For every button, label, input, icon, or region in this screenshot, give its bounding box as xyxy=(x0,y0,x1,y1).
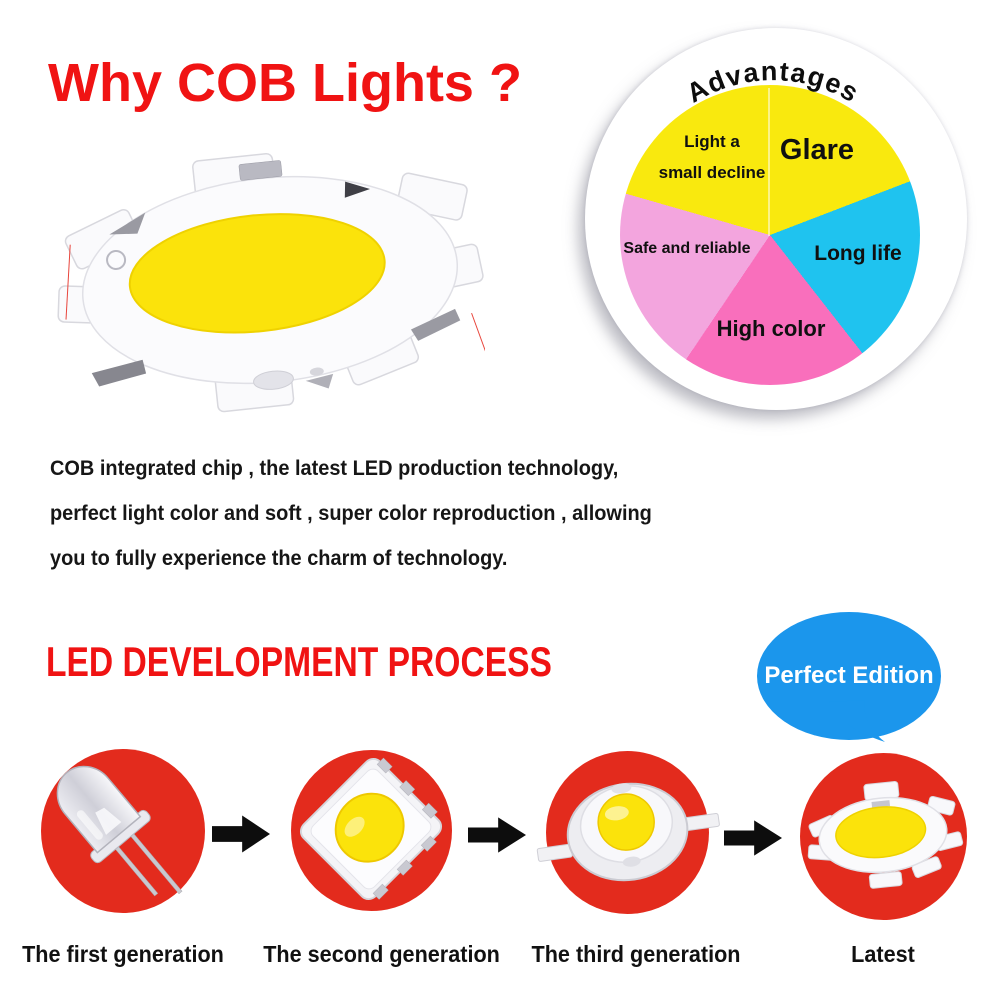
description-line: you to fully experience the charm of tec… xyxy=(50,547,508,570)
stage-3-label: The third generation xyxy=(531,941,741,967)
smd-led-icon xyxy=(299,757,443,901)
stage-4-label: Latest xyxy=(851,941,915,967)
stage-2-label: The second generation xyxy=(263,941,500,967)
stage-4-circle xyxy=(800,753,967,920)
advantages-title-text: Advantages xyxy=(682,56,863,108)
pie-label-glare: Glare xyxy=(779,134,855,166)
chip-pad-small xyxy=(309,367,324,376)
chip-red-hairline-right xyxy=(471,312,485,360)
pie-label-safe-and-reliable: Safe and reliable xyxy=(623,240,751,257)
stage-1-label: The first generation xyxy=(22,941,224,967)
stage-3-circle xyxy=(536,751,720,914)
advantages-disc: Advantages Light a small decline Glare L… xyxy=(585,28,967,410)
pie-label-long-life: Long life xyxy=(814,242,902,265)
process-heading: LED DEVELOPMENT PROCESS xyxy=(46,638,552,685)
cob-led-icon xyxy=(807,780,964,889)
high-power-led-icon xyxy=(536,782,720,882)
pie-label-light-a-small-decline: Light a small decline xyxy=(637,126,787,188)
chip-component xyxy=(238,160,283,181)
stage-1-circle xyxy=(41,749,205,913)
page-title: Why COB Lights ? xyxy=(48,53,522,113)
advantages-arc-title: Advantages xyxy=(682,56,865,108)
bubble-label: Perfect Edition xyxy=(764,662,934,689)
description-line: perfect light color and soft , super col… xyxy=(50,502,652,525)
description-line: COB integrated chip , the latest LED pro… xyxy=(50,457,619,480)
pie-chart xyxy=(620,85,920,385)
arrow-right-icon xyxy=(468,817,526,853)
stage-2-circle xyxy=(291,750,452,911)
arrow-right-icon xyxy=(724,820,782,856)
arrow-right-icon xyxy=(212,815,270,853)
svg-text:Advantages: Advantages xyxy=(682,56,865,108)
chip-phosphor xyxy=(128,213,386,334)
cob-chip-image xyxy=(57,152,485,413)
chip-pad xyxy=(253,370,294,390)
pie-label-high-color: High color xyxy=(716,316,826,341)
chip-logo-mark xyxy=(106,249,127,270)
pie-top-divider xyxy=(768,88,770,236)
chip-red-hairline-left xyxy=(65,244,71,320)
pie-label-line: Light a xyxy=(684,132,740,151)
through-hole-led-icon xyxy=(56,765,183,897)
speech-bubble-tail-icon xyxy=(829,700,885,742)
pie-label-line: small decline xyxy=(658,163,766,182)
description-paragraph: COB integrated chip , the latest LED pro… xyxy=(50,446,772,581)
